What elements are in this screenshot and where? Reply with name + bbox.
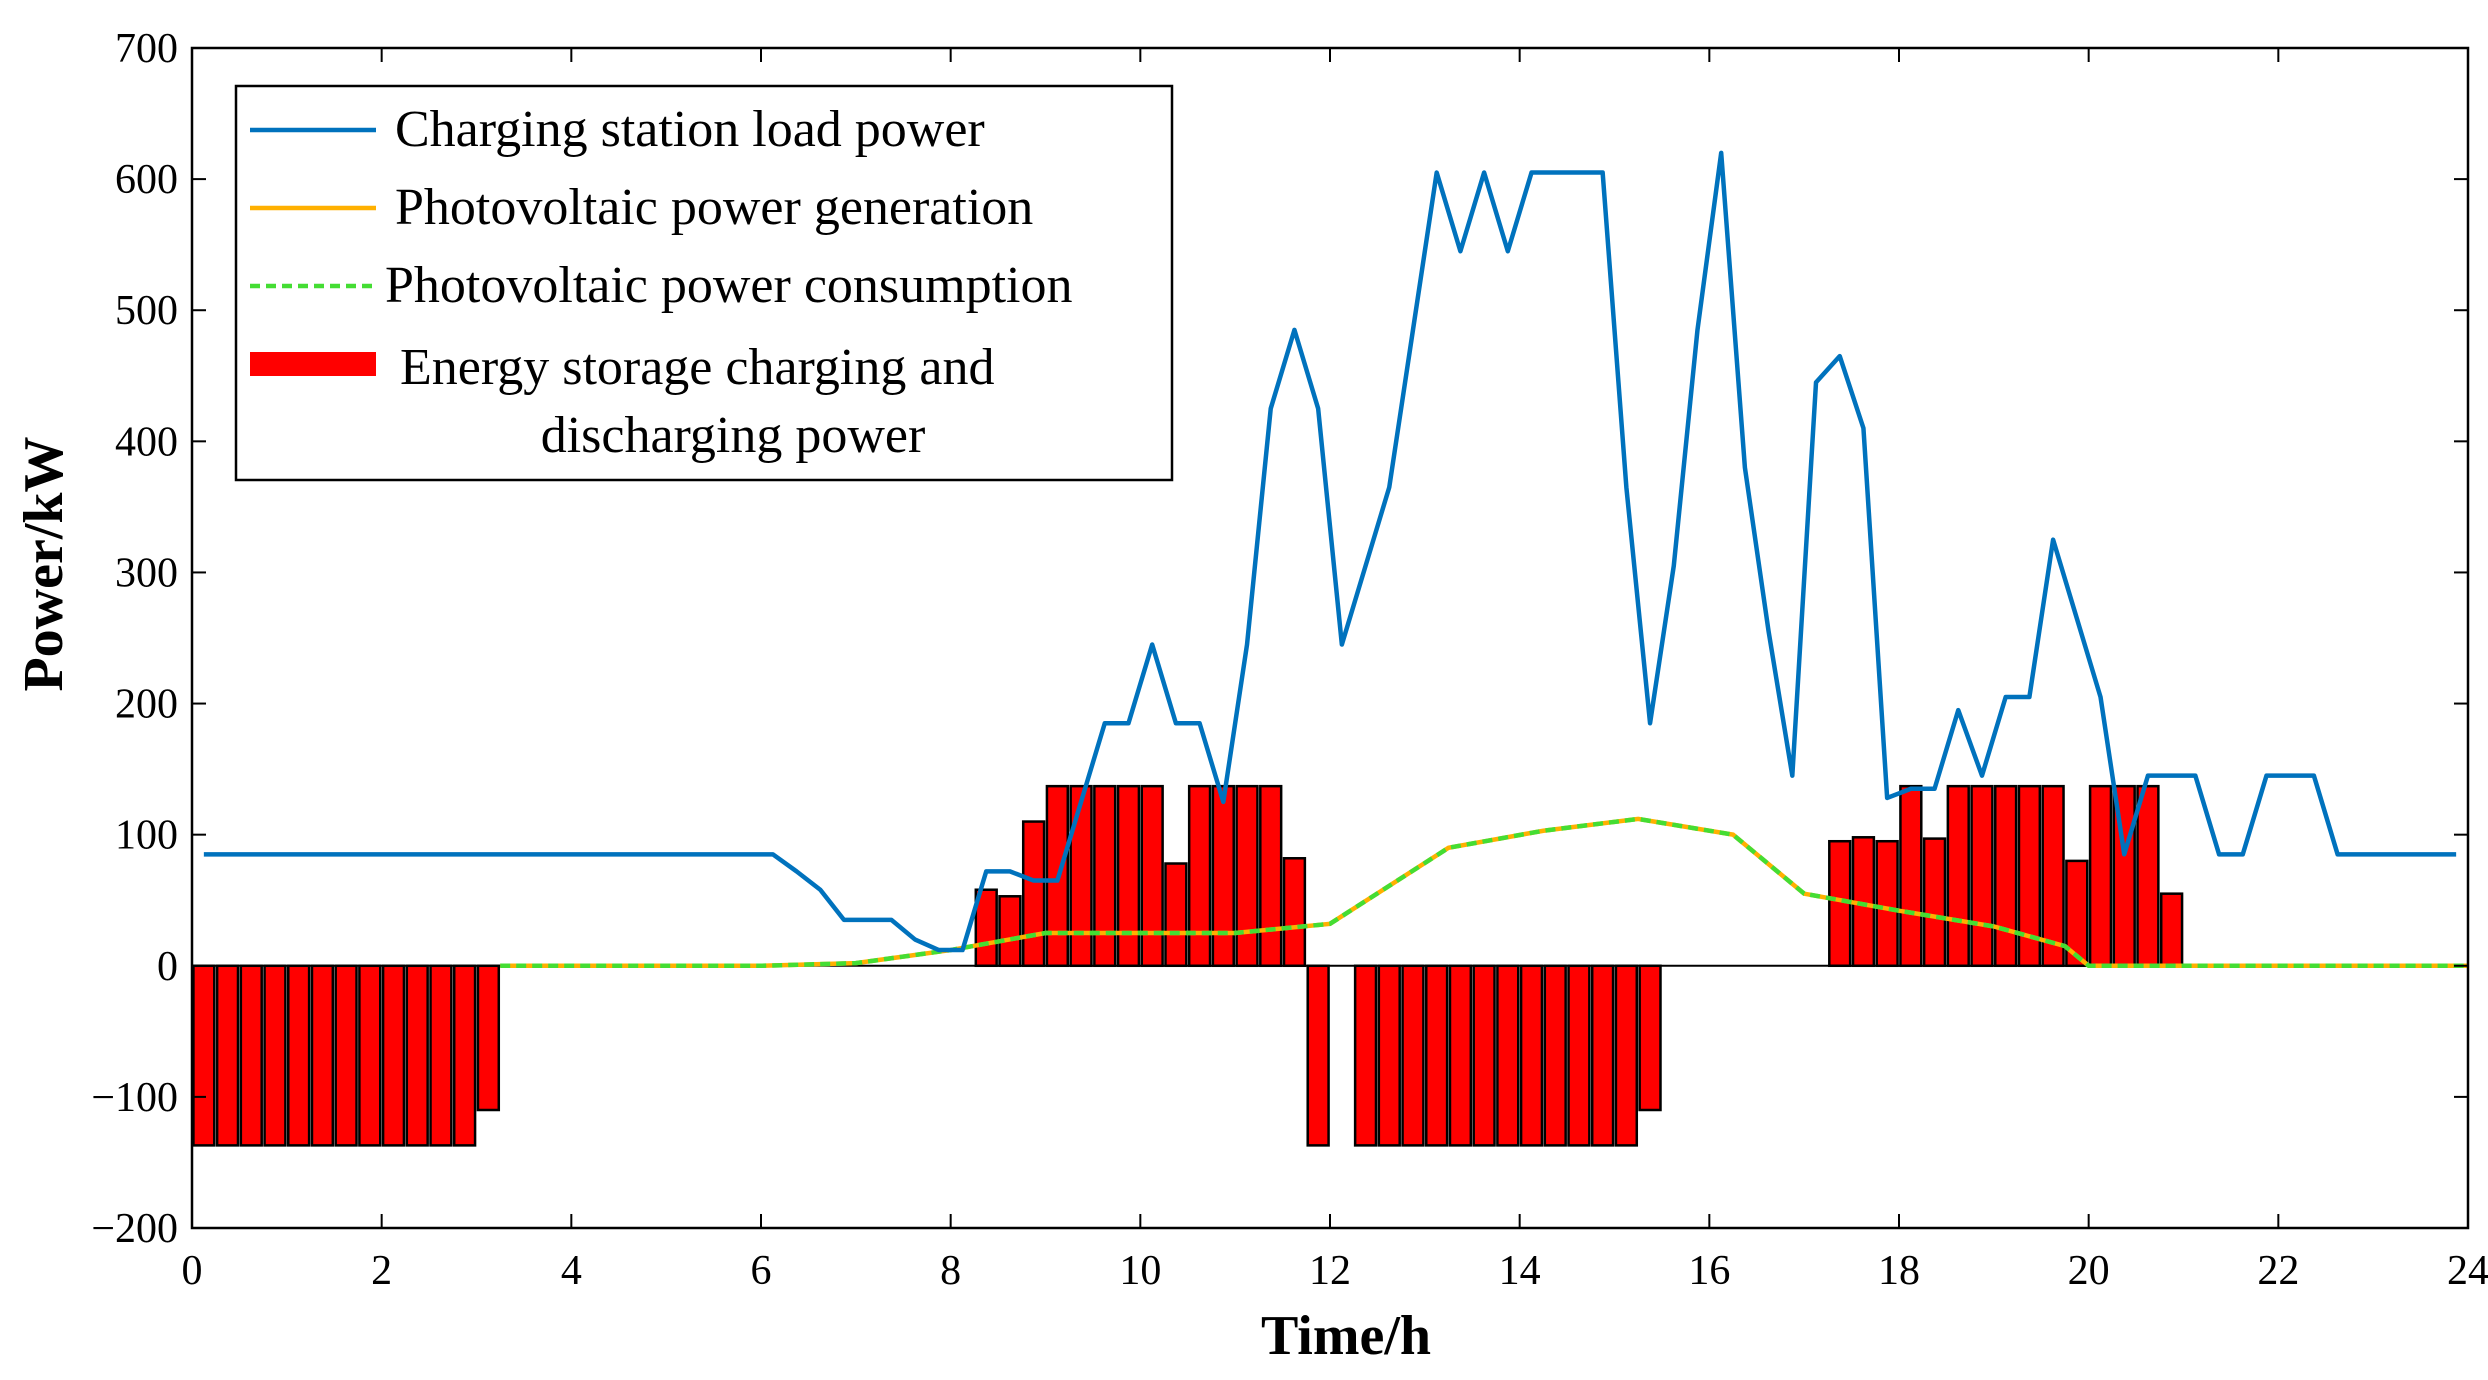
storage-bar bbox=[1069, 784, 1093, 968]
y-tick-label: 300 bbox=[115, 550, 178, 596]
x-tick-label: 16 bbox=[1688, 1248, 1730, 1294]
storage-bar bbox=[1638, 964, 1662, 1112]
x-tick-label: 10 bbox=[1119, 1248, 1161, 1294]
storage-bar bbox=[998, 895, 1022, 968]
legend-box bbox=[234, 84, 1174, 482]
storage-bar bbox=[1140, 784, 1164, 968]
storage-bar bbox=[1259, 784, 1283, 968]
y-tick-label: 600 bbox=[115, 157, 178, 203]
storage-bar bbox=[1614, 964, 1639, 1147]
storage-bar bbox=[310, 964, 335, 1147]
y-axis-title: Power/kW bbox=[13, 436, 75, 691]
load-power-line bbox=[203, 150, 2457, 953]
y-tick-label: 200 bbox=[115, 682, 178, 728]
storage-bar bbox=[2017, 784, 2042, 968]
storage-bar bbox=[1472, 964, 1496, 1147]
storage-bar bbox=[2159, 892, 2184, 968]
storage-bar bbox=[1970, 784, 1994, 968]
legend-label-storage-line2: discharging power bbox=[541, 407, 926, 464]
x-tick-label: 6 bbox=[751, 1248, 772, 1294]
storage-bar bbox=[476, 964, 501, 1112]
y-tick-label: 500 bbox=[115, 288, 178, 334]
x-tick-label: 14 bbox=[1499, 1248, 1541, 1294]
storage-bar bbox=[263, 964, 287, 1147]
storage-bar bbox=[1164, 862, 1188, 968]
storage-bar bbox=[429, 964, 453, 1147]
storage-bar bbox=[405, 964, 429, 1147]
storage-bar bbox=[1543, 964, 1567, 1147]
plot-area bbox=[192, 150, 2468, 1147]
storage-bar bbox=[1875, 839, 1899, 968]
storage-bar bbox=[2041, 784, 2065, 968]
storage-bar bbox=[1021, 820, 1046, 968]
x-tick-label: 18 bbox=[1878, 1248, 1920, 1294]
x-axis-title: Time/h bbox=[1261, 1305, 1431, 1367]
y-tick-label: 700 bbox=[115, 26, 178, 72]
storage-bar bbox=[2065, 859, 2089, 968]
x-tick-label: 0 bbox=[182, 1248, 203, 1294]
storage-bar bbox=[1448, 964, 1473, 1147]
legend-label-load: Charging station load power bbox=[395, 101, 985, 158]
storage-bar bbox=[1093, 784, 1117, 968]
storage-bar bbox=[1306, 964, 1330, 1147]
x-tick-label: 20 bbox=[2068, 1248, 2110, 1294]
storage-bar bbox=[1922, 837, 1947, 968]
storage-bar bbox=[192, 964, 216, 1147]
x-tick-label: 22 bbox=[2257, 1248, 2299, 1294]
storage-bar bbox=[334, 964, 358, 1147]
storage-bar bbox=[452, 964, 477, 1147]
storage-bar bbox=[1946, 784, 1970, 968]
storage-bar bbox=[1899, 784, 1923, 968]
storage-bar bbox=[287, 964, 311, 1147]
storage-bar bbox=[1567, 964, 1591, 1147]
legend-swatch-storage bbox=[250, 352, 376, 376]
storage-bar bbox=[358, 964, 382, 1147]
storage-bar bbox=[1211, 784, 1235, 968]
storage-bar bbox=[2136, 784, 2160, 968]
storage-bar bbox=[1187, 784, 1212, 968]
legend-label-pv-generation: Photovoltaic power generation bbox=[395, 179, 1033, 236]
legend-label-storage-line1: Energy storage charging and bbox=[400, 339, 994, 396]
storage-bar bbox=[1282, 857, 1307, 968]
storage-bar bbox=[1590, 964, 1615, 1147]
x-tick-label: 4 bbox=[561, 1248, 582, 1294]
pv-consumption-line bbox=[500, 816, 2468, 969]
storage-bar bbox=[1377, 964, 1401, 1147]
storage-bar bbox=[1401, 964, 1425, 1147]
storage-bar bbox=[1116, 784, 1141, 968]
y-tick-label: −200 bbox=[91, 1206, 178, 1252]
y-tick-label: 0 bbox=[157, 944, 178, 990]
legend-label-pv-consumption: Photovoltaic power consumption bbox=[385, 257, 1072, 314]
y-tick-label: 400 bbox=[115, 419, 178, 465]
storage-bar bbox=[215, 964, 240, 1147]
storage-bar bbox=[1496, 964, 1520, 1147]
x-tick-label: 2 bbox=[371, 1248, 392, 1294]
storage-bar bbox=[381, 964, 406, 1147]
y-tick-label: 100 bbox=[115, 813, 178, 859]
storage-bar bbox=[1994, 784, 2018, 968]
storage-bar bbox=[1235, 784, 1259, 968]
y-tick-label: −100 bbox=[91, 1075, 178, 1121]
legend: Charging station load power Photovoltaic… bbox=[234, 84, 1174, 482]
x-tick-label: 8 bbox=[940, 1248, 961, 1294]
x-tick-label: 12 bbox=[1309, 1248, 1351, 1294]
storage-bar bbox=[2088, 784, 2113, 968]
storage-bar bbox=[239, 964, 263, 1147]
storage-bar bbox=[1353, 964, 1378, 1147]
axes: 0 2 4 6 8 10 12 14 16 18 20 22 24−200−10001002003004… bbox=[91, 26, 2488, 1294]
x-tick-label: 24 bbox=[2447, 1248, 2488, 1294]
storage-bar bbox=[1519, 964, 1544, 1147]
storage-bar bbox=[1425, 964, 1449, 1147]
